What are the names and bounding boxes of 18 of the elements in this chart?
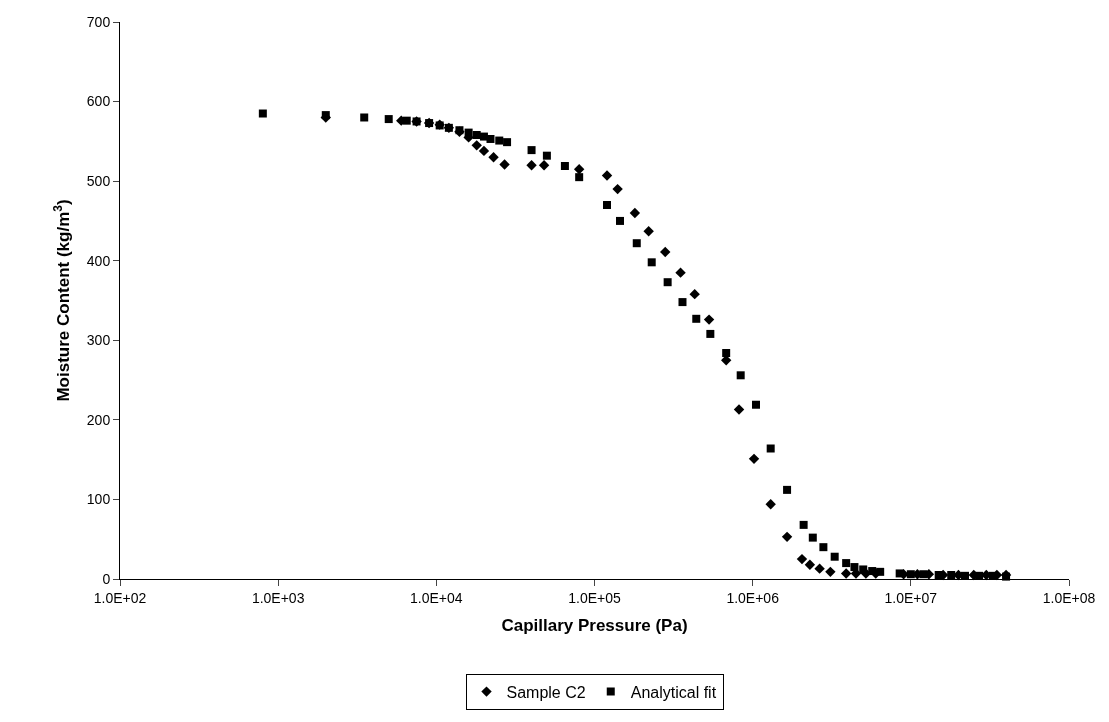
legend-label: Sample C2 bbox=[506, 683, 586, 701]
x-tick-label: 1.0E+05 bbox=[568, 589, 621, 606]
x-tick-label: 1.0E+03 bbox=[251, 589, 305, 606]
y-tick-label: 0 bbox=[102, 570, 111, 587]
y-tick-label: 700 bbox=[86, 13, 111, 30]
y-tick-label: 100 bbox=[86, 491, 111, 508]
x-tick-label: 1.0E+08 bbox=[1042, 589, 1096, 606]
x-axis-title: Capillary Pressure (Pa) bbox=[501, 616, 688, 636]
y-tick-label: 300 bbox=[86, 332, 111, 349]
legend-label: Analytical fit bbox=[630, 683, 717, 701]
x-tick-label: 1.0E+07 bbox=[884, 589, 938, 606]
y-tick-label: 200 bbox=[86, 411, 111, 428]
y-tick-label: 500 bbox=[86, 173, 111, 190]
x-tick-label: 1.0E+04 bbox=[410, 589, 463, 606]
y-tick-label: 400 bbox=[86, 252, 111, 269]
y-tick-label: 600 bbox=[86, 93, 111, 110]
x-tick-label: 1.0E+02 bbox=[93, 589, 147, 606]
x-tick-label: 1.0E+06 bbox=[726, 589, 780, 606]
